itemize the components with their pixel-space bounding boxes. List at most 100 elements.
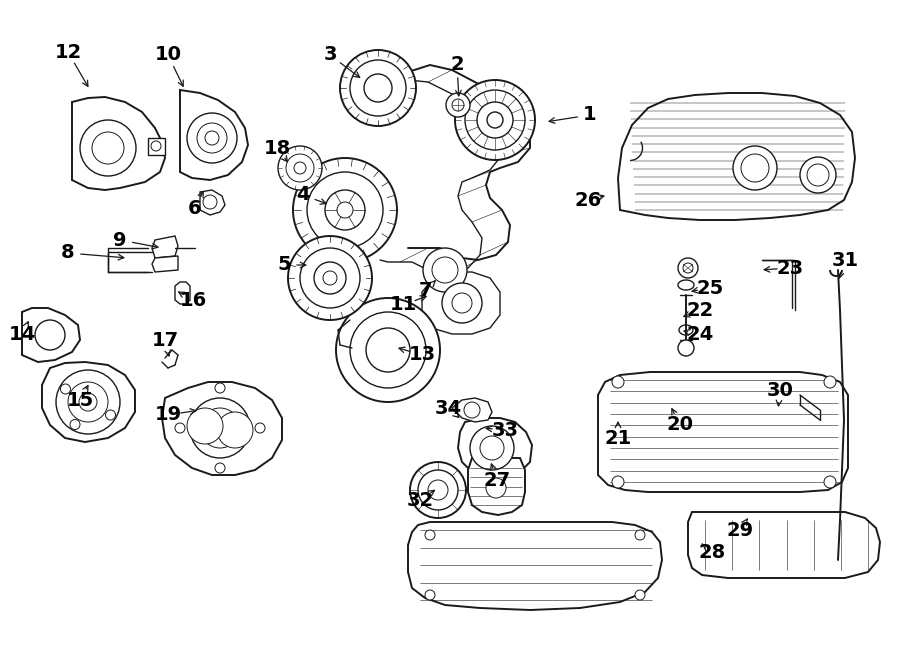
Polygon shape <box>408 522 662 610</box>
Circle shape <box>464 402 480 418</box>
Text: 26: 26 <box>574 190 601 210</box>
Circle shape <box>203 195 217 209</box>
Text: 7: 7 <box>419 280 433 299</box>
Text: 30: 30 <box>767 381 794 399</box>
Text: 5: 5 <box>277 256 291 274</box>
Circle shape <box>423 248 467 292</box>
Text: 22: 22 <box>687 301 714 319</box>
Circle shape <box>337 202 353 218</box>
Polygon shape <box>22 308 80 362</box>
Polygon shape <box>148 138 165 155</box>
Circle shape <box>612 476 624 488</box>
Circle shape <box>187 408 223 444</box>
Circle shape <box>612 376 624 388</box>
Polygon shape <box>152 236 178 258</box>
Circle shape <box>286 154 314 182</box>
Circle shape <box>470 426 514 470</box>
Circle shape <box>410 462 466 518</box>
Circle shape <box>733 146 777 190</box>
Text: 28: 28 <box>698 543 725 561</box>
Circle shape <box>336 298 440 402</box>
Text: 17: 17 <box>151 330 178 350</box>
Circle shape <box>70 420 80 430</box>
Circle shape <box>288 236 372 320</box>
Circle shape <box>635 530 645 540</box>
Text: 19: 19 <box>155 405 182 424</box>
Circle shape <box>678 258 698 278</box>
Circle shape <box>418 470 458 510</box>
Circle shape <box>428 480 448 500</box>
Circle shape <box>255 423 265 433</box>
Polygon shape <box>152 256 178 272</box>
Circle shape <box>366 328 410 372</box>
Circle shape <box>800 157 836 193</box>
Text: 10: 10 <box>155 46 182 65</box>
Circle shape <box>215 463 225 473</box>
Circle shape <box>294 162 306 174</box>
Circle shape <box>175 423 185 433</box>
Circle shape <box>79 393 97 411</box>
Circle shape <box>635 590 645 600</box>
Polygon shape <box>468 458 525 515</box>
Polygon shape <box>422 272 500 334</box>
Circle shape <box>293 158 397 262</box>
Polygon shape <box>162 382 282 475</box>
Circle shape <box>425 530 435 540</box>
Text: 20: 20 <box>667 416 694 434</box>
Circle shape <box>105 410 115 420</box>
Circle shape <box>190 398 250 458</box>
Circle shape <box>683 263 693 273</box>
Text: 24: 24 <box>687 325 714 344</box>
Text: 8: 8 <box>61 243 75 262</box>
Circle shape <box>325 190 365 230</box>
Circle shape <box>452 293 472 313</box>
Circle shape <box>68 382 108 422</box>
Polygon shape <box>200 190 225 215</box>
Circle shape <box>307 172 383 248</box>
Circle shape <box>187 113 237 163</box>
Circle shape <box>314 262 346 294</box>
Text: 23: 23 <box>777 258 804 278</box>
Circle shape <box>278 146 322 190</box>
Circle shape <box>480 436 504 460</box>
Circle shape <box>35 320 65 350</box>
Text: 16: 16 <box>179 290 207 309</box>
Circle shape <box>215 383 225 393</box>
Circle shape <box>432 257 458 283</box>
Circle shape <box>477 102 513 138</box>
Text: 15: 15 <box>67 391 94 410</box>
Circle shape <box>455 80 535 160</box>
Circle shape <box>151 141 161 151</box>
Polygon shape <box>598 372 848 492</box>
Text: 11: 11 <box>390 295 417 315</box>
Text: 14: 14 <box>8 325 36 344</box>
Text: 34: 34 <box>435 399 462 418</box>
Circle shape <box>60 384 70 394</box>
Circle shape <box>340 50 416 126</box>
Polygon shape <box>175 282 190 304</box>
Circle shape <box>350 312 426 388</box>
Text: 4: 4 <box>296 186 310 204</box>
Text: 27: 27 <box>483 471 510 490</box>
Polygon shape <box>452 398 492 422</box>
Circle shape <box>486 478 506 498</box>
Circle shape <box>824 376 836 388</box>
Circle shape <box>92 132 124 164</box>
Circle shape <box>741 154 769 182</box>
Circle shape <box>197 123 227 153</box>
Text: 32: 32 <box>407 490 434 510</box>
Polygon shape <box>618 93 855 220</box>
Polygon shape <box>458 418 532 478</box>
Text: 25: 25 <box>697 278 724 297</box>
Circle shape <box>80 120 136 176</box>
Polygon shape <box>72 97 165 190</box>
Circle shape <box>200 408 240 448</box>
Polygon shape <box>688 512 880 578</box>
Circle shape <box>465 90 525 150</box>
Text: 29: 29 <box>726 520 753 539</box>
Circle shape <box>678 340 694 356</box>
Circle shape <box>56 370 120 434</box>
Circle shape <box>446 93 470 117</box>
Text: 9: 9 <box>113 231 127 249</box>
Circle shape <box>442 283 482 323</box>
